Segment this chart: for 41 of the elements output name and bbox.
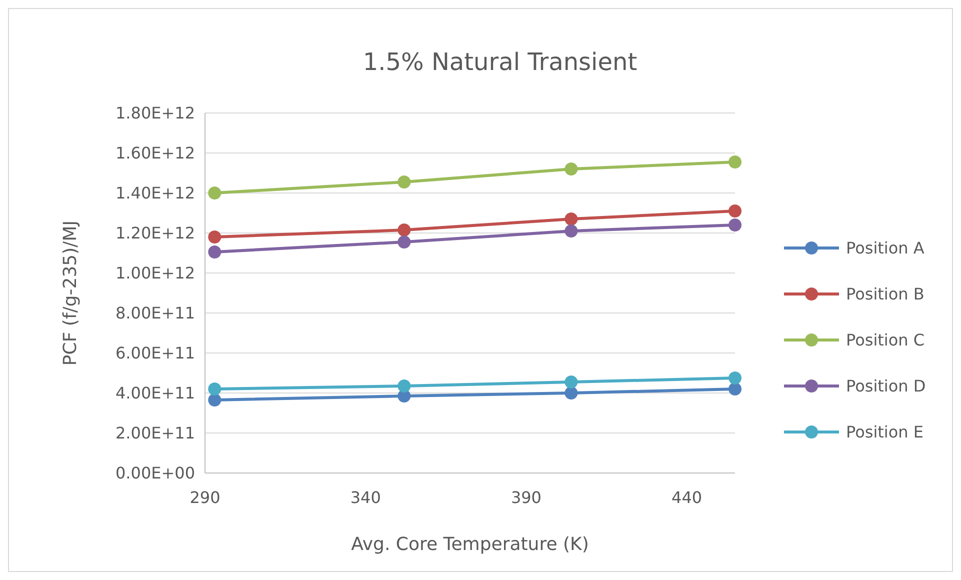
point [728,382,742,396]
chart-title: 1.5% Natural Transient [362,48,638,76]
point [208,382,222,396]
point [398,224,411,236]
legend-label: Position C [846,330,925,350]
x-tick-label: 440 [672,488,702,507]
x-tick-label: 390 [510,488,542,507]
point [564,224,578,238]
legend-label: Position A [846,238,924,258]
y-tick-label: 0.00E+00 [116,464,195,483]
legend-label: Position E [846,422,924,442]
legend-label: Position B [846,284,924,304]
y-tick-label: 8.00E+11 [116,304,195,323]
legend-label: Position D [846,376,926,396]
point [728,156,742,168]
y-tick-label: 1.40E+12 [116,184,195,203]
y-tick-label: 2.00E+11 [116,424,195,443]
point [208,394,222,406]
point [398,236,411,248]
x-tick-label: 290 [190,488,220,507]
y-tick-label: 1.00E+12 [116,264,195,283]
point [728,372,742,384]
point [564,162,578,176]
y-tick-label: 1.80E+12 [116,104,195,123]
y-tick-label: 1.20E+12 [116,224,195,243]
x-tick-label: 340 [350,488,381,507]
y-tick-label: 4.00E+11 [116,384,195,403]
point [728,204,742,218]
point [208,186,222,200]
y-tick-label: 1.60E+12 [116,144,195,163]
point [564,376,578,388]
y-tick-label: 6.00E+11 [116,344,195,363]
y-axis-title: PCF (f/g-235)/MJ [60,220,81,366]
point [398,176,411,188]
point [208,230,222,244]
point [728,218,742,232]
point [564,386,578,400]
point [208,246,222,258]
point [398,380,411,392]
point [564,212,578,226]
x-axis-title: Avg. Core Temperature (K) [351,534,589,555]
